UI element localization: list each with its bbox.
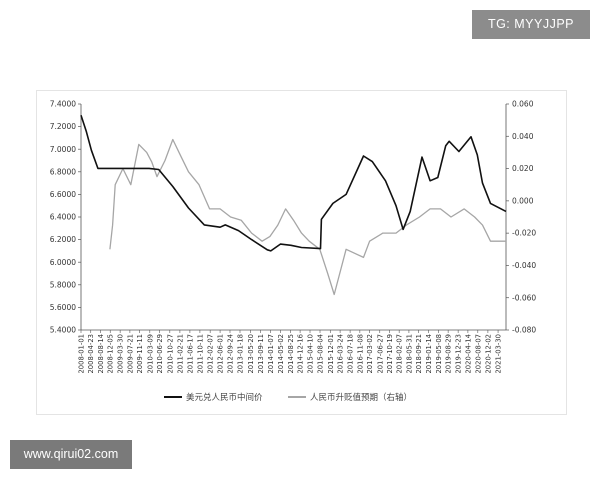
x-tick-label: 2014-12-16 [297,334,305,374]
right-tick-label: -0.040 [512,261,536,270]
x-tick-label: 2014-08-25 [287,334,295,374]
x-tick-label: 2010-03-09 [146,334,154,374]
x-tick-label: 2018-05-31 [405,334,413,374]
left-tick-label: 6.4000 [50,213,76,222]
x-tick-label: 2016-03-24 [337,334,345,374]
right-tick-label: -0.080 [512,326,536,335]
x-tick-label: 2017-06-27 [376,334,384,374]
appreciation-expectation-line [109,138,506,296]
x-tick-label: 2010-10-27 [166,334,174,374]
x-tick-label: 2019-05-08 [435,334,443,374]
x-tick-label: 2011-06-17 [186,334,194,374]
x-tick-label: 2016-11-08 [356,334,364,374]
x-tick-label: 2020-04-14 [464,334,472,374]
x-tick-label: 2015-12-01 [327,334,335,374]
x-tick-label: 2015-08-04 [317,334,325,374]
x-tick-label: 2016-07-18 [347,334,355,374]
left-tick-label: 7.2000 [50,122,76,131]
x-tick-label: 2014-01-07 [267,334,275,374]
usd-cny-midpoint-line [80,115,507,252]
website-watermark: www.qirui02.com [10,440,132,469]
left-tick-label: 6.6000 [50,190,76,199]
left-tick-label: 5.8000 [50,280,76,289]
x-tick-label: 2008-08-14 [97,334,105,374]
right-tick-label: 0.020 [512,164,534,173]
x-tick-label: 2013-01-18 [236,334,244,374]
x-tick-label: 2008-12-05 [107,334,115,374]
legend-label-usd-cny: 美元兑人民币中间价 [186,392,263,403]
x-tick-label: 2018-02-07 [396,334,404,374]
exchange-rate-chart: 7.4000 7.2000 7.0000 6.8000 6.6000 6.4000 6.20… [50,100,537,403]
x-tick-label: 2020-08-07 [474,334,482,374]
x-tick-label: 2019-01-14 [425,334,433,374]
x-tick-label: 2010-06-29 [156,334,164,374]
x-tick-label: 2020-12-02 [484,334,492,374]
x-tick-label: 2018-09-21 [415,334,423,374]
left-tick-label: 6.2000 [50,235,76,244]
x-tick-label: 2012-09-24 [226,334,234,374]
x-tick-label: 2013-05-20 [247,334,255,374]
left-tick-label: 5.6000 [50,303,76,312]
x-tick-label: 2011-10-11 [196,334,204,374]
right-tick-label: -0.020 [512,229,536,238]
x-tick-label: 2008-01-01 [78,334,86,374]
left-tick-label: 6.0000 [50,258,76,267]
left-tick-label: 7.4000 [50,100,76,109]
x-tick-label: 2008-04-23 [87,334,95,374]
x-tick-label: 2009-11-11 [136,334,144,374]
x-tick-label: 2017-10-19 [386,334,394,374]
right-tick-label: 0.060 [512,100,534,109]
left-tick-label: 7.0000 [50,145,76,154]
x-tick-label: 2012-06-01 [217,334,225,374]
left-tick-label: 6.8000 [50,167,76,176]
x-tick-label: 2015-04-10 [307,334,315,374]
left-tick-label: 5.4000 [50,326,76,335]
x-tick-label: 2012-02-07 [207,334,215,374]
x-tick-label: 2017-03-02 [366,334,374,374]
right-tick-label: 0.040 [512,132,534,141]
right-tick-label: 0.000 [512,196,534,205]
right-tick-label: -0.060 [512,293,536,302]
x-tick-label: 2014-05-02 [277,334,285,374]
chart-frame [36,90,567,415]
x-tick-label: 2013-09-11 [257,334,265,374]
telegram-watermark: TG: MYYJJPP [472,10,590,39]
x-tick-label: 2019-08-29 [445,334,453,374]
x-tick-label: 2019-12-23 [455,334,463,374]
legend-label-appreciation: 人民币升贬值预期（右轴） [310,392,412,403]
x-tick-label: 2021-03-30 [495,334,503,374]
x-tick-label: 2009-03-30 [117,334,125,374]
x-tick-label: 2009-07-21 [126,334,134,374]
x-tick-label: 2011-02-21 [176,334,184,374]
